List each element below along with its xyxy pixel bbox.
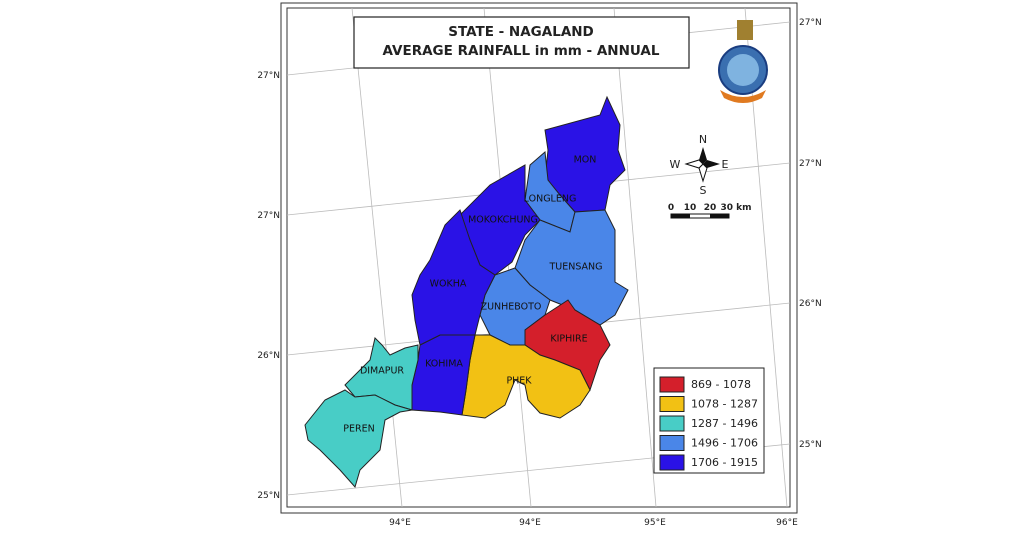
- legend-label: 869 - 1078: [691, 378, 751, 391]
- emblem: [718, 20, 768, 103]
- lon-label: 94°E: [519, 518, 541, 528]
- scale-bar-seg: [710, 214, 729, 218]
- legend-label: 1496 - 1706: [691, 437, 758, 450]
- inner-frame: [286, 7, 791, 508]
- compass: [684, 147, 720, 183]
- graticule-line: [351, 7, 403, 508]
- district-label: TUENSANG: [548, 262, 602, 273]
- legend-label: 1706 - 1915: [691, 456, 758, 469]
- scale-label: 30 km: [720, 203, 751, 213]
- legend: 869 - 1078 1078 - 1287 1287 - 1496 1496 - 1…: [659, 376, 758, 471]
- legend-label: 1287 - 1496: [691, 417, 758, 430]
- scale-label: 20: [704, 203, 717, 213]
- title-box: [353, 16, 690, 69]
- lat-label: 26°N: [257, 351, 280, 361]
- compass-arrow: [699, 147, 707, 164]
- lat-label: 27°N: [799, 18, 822, 28]
- district-label: WOKHA: [430, 279, 467, 290]
- district-label: MOKOKCHUNG: [468, 215, 538, 226]
- scale-label: 10: [684, 203, 697, 213]
- legend-swatch: [659, 435, 685, 451]
- lat-label: 25°N: [799, 440, 822, 450]
- title-line1: STATE - NAGALAND: [448, 24, 594, 40]
- district-label: KIPHIRE: [550, 334, 587, 345]
- lon-label: 95°E: [644, 518, 666, 528]
- district: [304, 389, 413, 489]
- compass-s: S: [700, 184, 707, 197]
- emblem-inner: [727, 54, 759, 86]
- district-label: PEREN: [343, 424, 374, 435]
- district: [461, 334, 591, 419]
- lon-label: 96°E: [776, 518, 798, 528]
- lat-label: 25°N: [257, 491, 280, 501]
- lat-label: 27°N: [257, 71, 280, 81]
- lat-label: 27°N: [257, 211, 280, 221]
- compass-n: N: [699, 133, 707, 146]
- lat-label: 26°N: [799, 299, 822, 309]
- legend-swatch: [659, 415, 685, 432]
- scale-label: 0: [668, 203, 674, 213]
- district-label: ZUNHEBOTO: [481, 302, 542, 313]
- emblem-ribbon: [720, 90, 766, 103]
- district-label: MON: [574, 155, 597, 166]
- compass-e: E: [722, 158, 729, 171]
- district: [411, 209, 496, 346]
- emblem-top: [737, 20, 753, 40]
- compass-w: W: [670, 158, 681, 171]
- district-label: PHEK: [506, 376, 532, 387]
- legend-swatch: [659, 454, 685, 471]
- title-line2: AVERAGE RAINFALL in mm - ANNUAL: [383, 43, 660, 59]
- lat-label: 27°N: [799, 159, 822, 169]
- compass-arrow: [703, 160, 720, 168]
- graticule-line: [613, 7, 657, 508]
- district-label: KOHIMA: [425, 359, 463, 370]
- scale-bar-seg: [671, 214, 690, 218]
- scale-bar: [670, 213, 730, 219]
- lon-label: 94°E: [389, 518, 411, 528]
- district-label: LONGLENG: [524, 194, 577, 205]
- legend-swatch: [659, 376, 685, 393]
- legend-label: 1078 - 1287: [691, 398, 758, 411]
- legend-swatch: [659, 396, 685, 412]
- district-label: DIMAPUR: [360, 366, 404, 377]
